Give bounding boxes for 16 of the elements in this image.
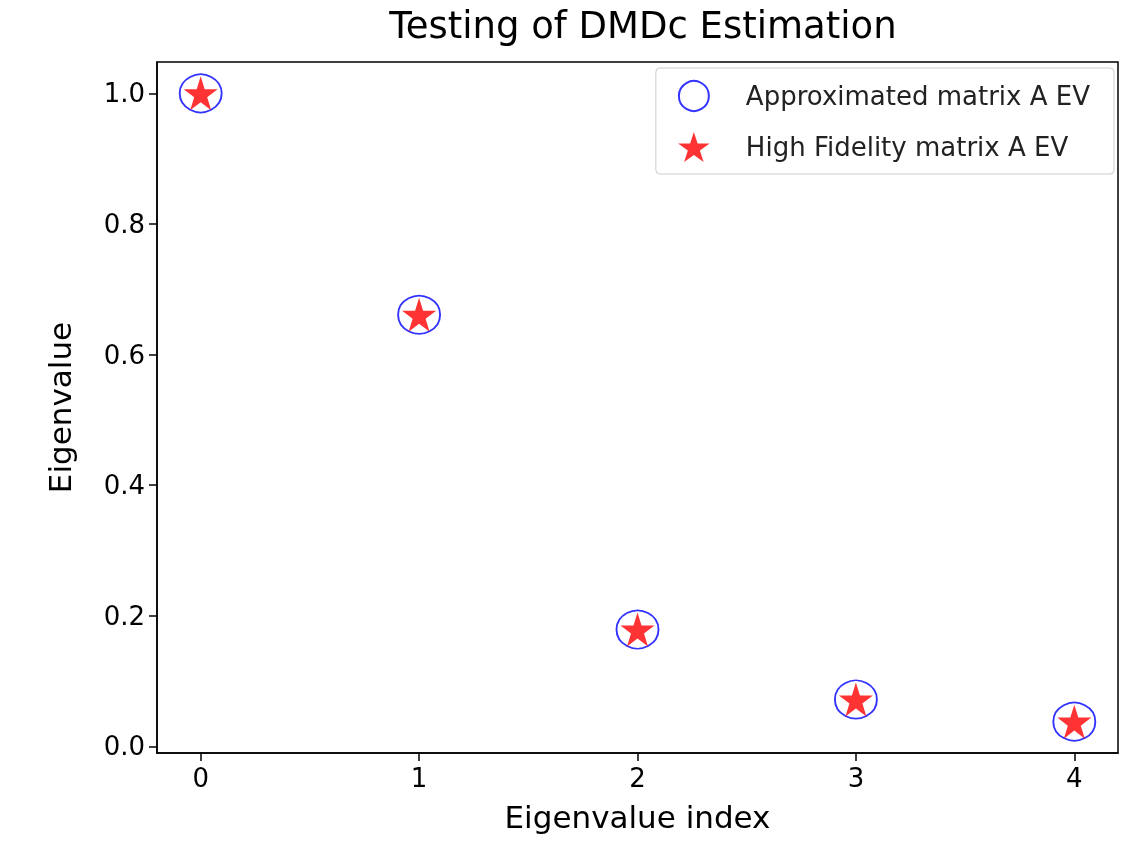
x-tick-label: 1	[410, 763, 428, 793]
x-tick-label: 3	[847, 763, 865, 793]
legend-label: High Fidelity matrix A EV	[745, 132, 1069, 162]
y-tick-label: 0.6	[103, 339, 145, 370]
y-tick-label: 0.2	[103, 600, 145, 631]
y-tick-label: 0.8	[103, 208, 145, 239]
x-tick-label: 2	[629, 763, 646, 793]
x-axis-title: Eigenvalue index	[504, 798, 771, 835]
y-tick-label: 1.0	[103, 78, 145, 109]
y-tick-label: 0.0	[103, 731, 145, 762]
y-axis-title: Eigenvalue	[41, 321, 78, 494]
y-tick-label: 0.4	[103, 470, 145, 501]
x-tick-label: 4	[1066, 763, 1083, 793]
chart-title: Testing of DMDc Estimation	[388, 4, 897, 47]
x-tick-label: 0	[192, 763, 209, 793]
legend-label: Approximated matrix A EV	[745, 81, 1091, 111]
